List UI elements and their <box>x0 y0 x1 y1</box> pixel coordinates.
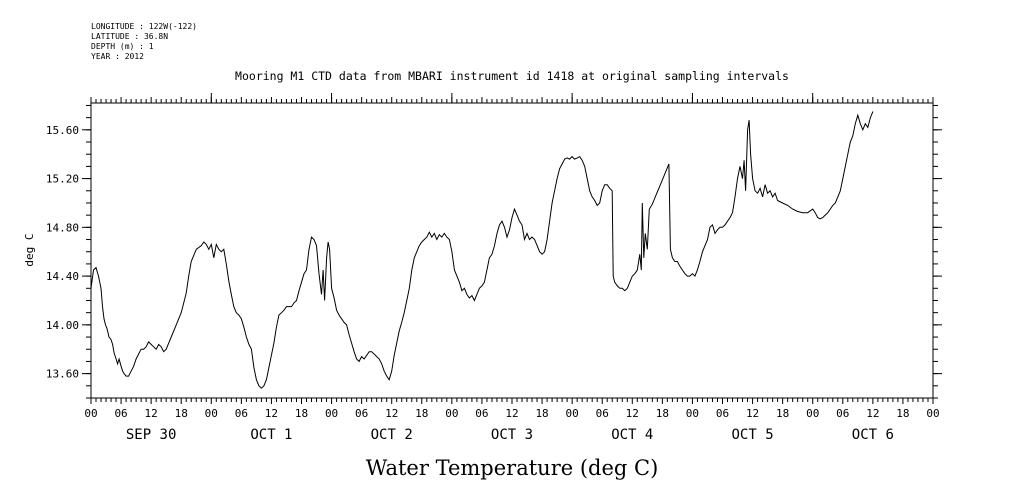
latitude-label: LATITUDE : 36.8N <box>91 32 169 41</box>
x-tick-label: 12 <box>385 407 398 420</box>
longitude-label: LONGITUDE : 122W(-122) <box>91 22 197 31</box>
x-day-label: OCT 5 <box>731 427 773 443</box>
year-label: YEAR : 2012 <box>91 52 144 61</box>
x-axis-label: Water Temperature (deg C) <box>366 456 659 480</box>
x-day-label: OCT 2 <box>371 427 413 443</box>
x-day-label: SEP 30 <box>126 427 177 443</box>
x-tick-label: 00 <box>84 407 97 420</box>
x-day-label: OCT 3 <box>491 427 533 443</box>
metadata-header: LONGITUDE : 122W(-122) LATITUDE : 36.8N … <box>91 22 197 62</box>
axis-labels: 00 06 12 18 00 06 12 18 00 06 12 18 00 06 12 18 00 06 12 18… <box>46 124 940 443</box>
x-tick-label: 00 <box>566 407 579 420</box>
x-tick-label: 12 <box>866 407 879 420</box>
y-tick-label: 13.60 <box>46 368 79 381</box>
x-tick-label: 06 <box>355 407 368 420</box>
y-tick-label: 14.40 <box>46 270 79 283</box>
x-tick-label: 18 <box>656 407 669 420</box>
x-tick-label: 06 <box>235 407 248 420</box>
x-tick-label: 12 <box>746 407 759 420</box>
x-tick-label: 06 <box>114 407 127 420</box>
temperature-series-line <box>90 111 874 389</box>
x-tick-label: 00 <box>205 407 218 420</box>
x-tick-label: 12 <box>265 407 278 420</box>
x-tick-label: 12 <box>626 407 639 420</box>
x-tick-label: 18 <box>295 407 308 420</box>
x-tick-label: 18 <box>535 407 548 420</box>
x-tick-label: 18 <box>175 407 188 420</box>
x-day-label: OCT 4 <box>611 427 653 443</box>
x-day-label: OCT 6 <box>852 427 894 443</box>
x-tick-label: 06 <box>716 407 729 420</box>
x-tick-label: 06 <box>596 407 609 420</box>
x-tick-label: 06 <box>475 407 488 420</box>
x-tick-label: 00 <box>445 407 458 420</box>
depth-label: DEPTH (m) : 1 <box>91 42 154 51</box>
x-tick-label: 12 <box>505 407 518 420</box>
x-tick-label: 00 <box>806 407 819 420</box>
axis-ticks <box>82 93 942 404</box>
x-tick-label: 00 <box>325 407 338 420</box>
x-day-label: OCT 1 <box>250 427 292 443</box>
x-tick-label: 00 <box>926 407 939 420</box>
x-tick-label: 06 <box>836 407 849 420</box>
y-tick-label: 15.60 <box>46 124 79 137</box>
y-tick-label: 14.00 <box>46 319 79 332</box>
x-tick-label: 18 <box>415 407 428 420</box>
x-tick-label: 18 <box>776 407 789 420</box>
y-tick-label: 14.80 <box>46 221 79 234</box>
y-axis-label: deg C <box>23 233 36 266</box>
x-tick-label: 18 <box>896 407 909 420</box>
chart-title: Mooring M1 CTD data from MBARI instrumen… <box>235 69 789 83</box>
plot-frame <box>90 102 934 399</box>
y-tick-label: 15.20 <box>46 173 79 186</box>
x-tick-label: 00 <box>686 407 699 420</box>
x-tick-label: 12 <box>145 407 158 420</box>
